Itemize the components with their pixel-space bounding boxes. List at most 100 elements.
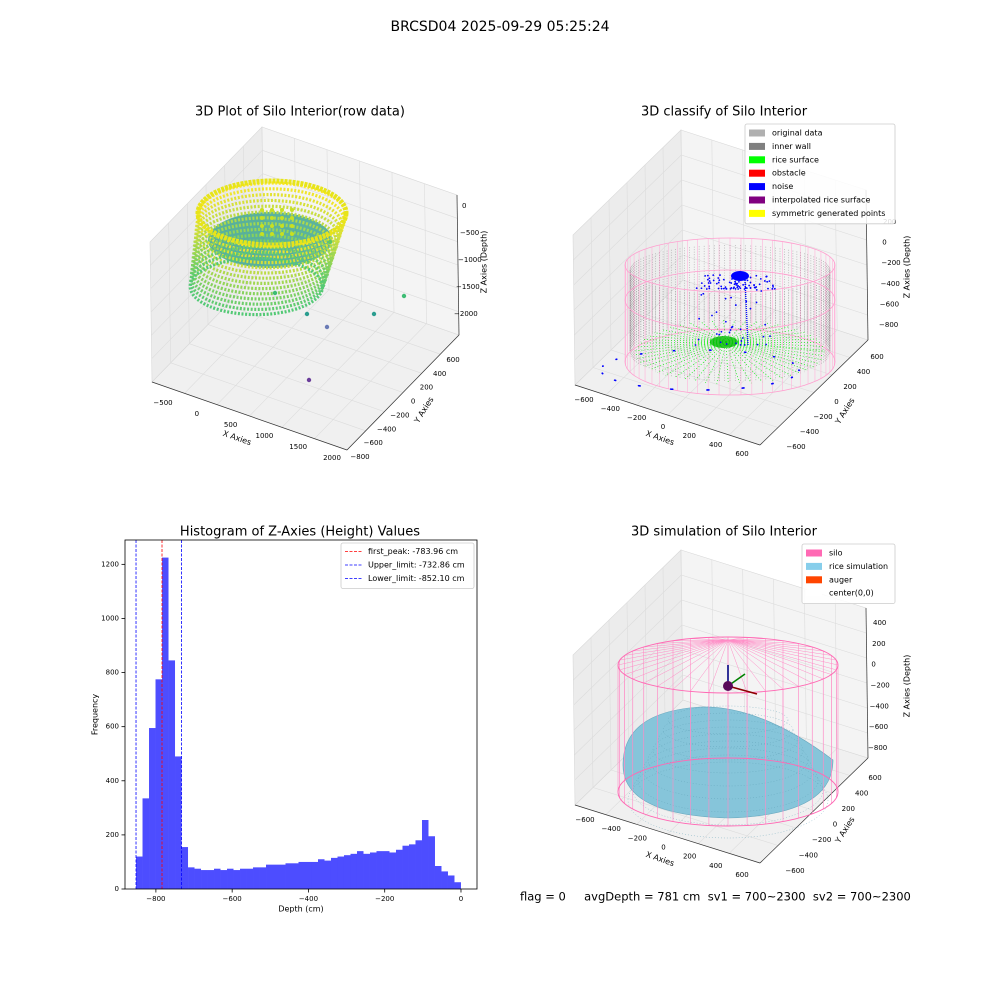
pane-grid (681, 574, 867, 634)
noise-point (700, 287, 703, 290)
noise-point (749, 276, 752, 279)
silo-spoke (727, 639, 824, 652)
legend-label: obstacle (772, 169, 806, 178)
rice-ray (711, 320, 727, 343)
x-tick-label: −500 (153, 399, 172, 407)
x-tick-label: 2000 (323, 454, 341, 462)
z-tick-label: −2000 (454, 310, 478, 318)
outlier-point (306, 377, 312, 383)
noise-point (702, 292, 705, 295)
silo-spoke (727, 639, 784, 642)
y-tick-label: −400 (799, 852, 818, 860)
z-tick-label: −800 (868, 744, 887, 752)
silo-spoke (727, 638, 766, 641)
cloud-point (260, 208, 264, 212)
noise-point (720, 285, 723, 288)
noise-point (719, 341, 722, 344)
axis-line (865, 607, 869, 759)
outlier-point (327, 239, 333, 245)
silo-spoke (727, 639, 832, 675)
cloud-point (260, 232, 264, 236)
z-tick-label: −800 (879, 321, 898, 329)
legend-swatch (749, 169, 765, 177)
rice-ray (694, 341, 727, 382)
x-tick-label: 200 (683, 853, 696, 861)
y-tick-label: 600 (868, 774, 881, 782)
silo-spoke (619, 639, 729, 671)
plot-frame (124, 539, 478, 890)
silo-spoke (624, 639, 729, 656)
legend-label: noise (772, 182, 793, 191)
bar (155, 679, 163, 889)
bar (434, 866, 442, 889)
silo-ring (624, 237, 836, 293)
z-tick-label: −600 (880, 300, 899, 308)
noise-point (738, 280, 740, 283)
bar (233, 870, 241, 889)
noise-point (771, 284, 774, 287)
noise-point (698, 317, 701, 320)
y-tick-label: 1200 (101, 560, 119, 568)
y-tick-label: 400 (106, 777, 119, 785)
bar (447, 875, 455, 889)
noise-point (767, 287, 769, 290)
noise-point (722, 278, 725, 281)
cloud-point (270, 216, 274, 220)
bar (272, 864, 280, 889)
noise-point (735, 342, 737, 345)
noise-point (669, 388, 672, 390)
noise-point (637, 384, 640, 387)
rice-ray (725, 341, 819, 364)
y-tick-label: −200 (812, 836, 831, 844)
noise-point (770, 382, 773, 385)
rice-ray (725, 341, 784, 379)
noise-point (755, 301, 758, 304)
noise-point (730, 282, 733, 284)
x-tick-label: 0 (661, 844, 665, 852)
x-axis-label: X Axies (645, 850, 676, 868)
noise-point (703, 285, 706, 287)
legend-label: rice surface (772, 155, 819, 164)
cloud-point (290, 224, 294, 228)
legend-label: Upper_limit: -732.86 cm (368, 561, 465, 570)
cloud-point (280, 216, 284, 220)
bar (168, 660, 176, 889)
z-tick-label: 200 (872, 640, 885, 648)
legend-swatch (749, 196, 765, 204)
x-axis-label: Depth (cm) (278, 905, 323, 914)
noise-point (602, 365, 604, 367)
legend-label: original data (772, 129, 823, 138)
rice-ray (725, 341, 814, 368)
cloud-ring (188, 256, 325, 317)
axis-line (759, 339, 869, 446)
raw-point-cloud (188, 178, 407, 383)
noise-point (712, 274, 715, 277)
x-tick-label: −600 (223, 895, 242, 903)
bar (188, 867, 195, 889)
bar (298, 861, 306, 889)
pane-grid (150, 150, 263, 266)
legend-label: interpolated rice surface (772, 196, 870, 205)
noise-point (753, 286, 756, 289)
bar (350, 853, 357, 889)
x-tick-label: 0 (661, 423, 665, 431)
bar (363, 853, 370, 889)
legend-swatch (806, 576, 822, 584)
noise-point (718, 333, 721, 336)
axis-line (759, 757, 869, 864)
y-tick-label: −200 (813, 413, 832, 421)
noise-point (708, 277, 711, 280)
axis-line (574, 804, 761, 864)
noise-point (746, 279, 749, 282)
axis-line (574, 384, 761, 446)
cloud-point (290, 216, 294, 220)
z-axis-label: Z Axies (Depth) (903, 655, 912, 718)
legend-swatch (806, 589, 822, 597)
y-tick-label: 200 (106, 831, 119, 839)
noise-point (749, 307, 752, 310)
bar (207, 870, 215, 889)
legend-swatch (749, 209, 765, 217)
noise-point (741, 387, 743, 389)
cloud-ring (191, 227, 334, 291)
pane-grid (573, 154, 682, 261)
